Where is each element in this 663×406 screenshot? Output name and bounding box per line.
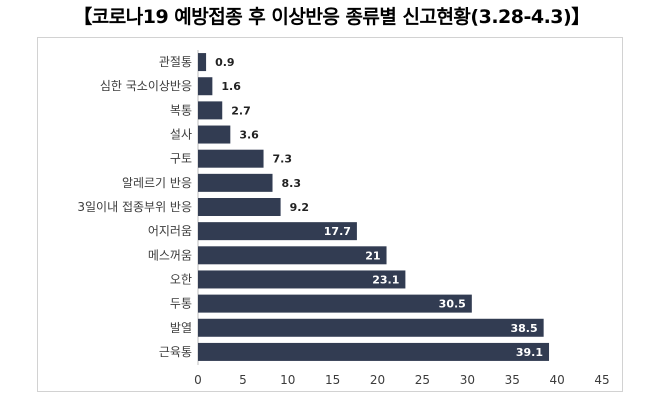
- data-label: 38.5: [511, 322, 538, 335]
- data-label: 3.6: [239, 129, 259, 142]
- x-tick-label: 10: [280, 373, 295, 387]
- bar: [198, 173, 273, 192]
- bar: [198, 222, 357, 241]
- data-label: 30.5: [439, 298, 466, 311]
- category-label: 구토: [170, 152, 192, 166]
- category-label: 3일이내 접종부위 반응: [77, 200, 192, 214]
- category-label: 근육통: [159, 345, 192, 359]
- data-label: 0.9: [215, 56, 235, 69]
- bar: [198, 294, 472, 313]
- x-tick-label: 40: [549, 373, 564, 387]
- x-tick-label: 5: [239, 373, 247, 387]
- category-label: 두통: [170, 297, 192, 311]
- chart-frame: [37, 37, 623, 392]
- bar: [198, 53, 207, 72]
- bar: [198, 149, 264, 168]
- bar: [198, 246, 387, 265]
- category-label: 발열: [170, 321, 192, 335]
- category-label: 메스꺼움: [148, 248, 192, 262]
- x-tick-label: 25: [415, 373, 430, 387]
- bar: [198, 101, 223, 120]
- data-label: 2.7: [231, 104, 251, 117]
- data-label: 9.2: [290, 201, 310, 214]
- data-label: 8.3: [282, 177, 302, 190]
- x-tick-label: 15: [325, 373, 340, 387]
- data-label: 7.3: [273, 153, 293, 166]
- data-label: 17.7: [324, 225, 351, 238]
- bar: [198, 270, 406, 289]
- bar: [198, 318, 544, 337]
- category-label: 복통: [170, 103, 192, 117]
- data-label: 39.1: [516, 346, 543, 359]
- category-label: 심한 국소이상반응: [100, 79, 192, 93]
- chart-title: 【코로나19 예방접종 후 이상반응 종류별 신고현황(3.28-4.3)】: [73, 6, 590, 28]
- x-tick-label: 0: [194, 373, 202, 387]
- bar: [198, 125, 231, 144]
- x-tick-label: 45: [594, 373, 609, 387]
- data-label: 21: [365, 249, 380, 262]
- data-label: 23.1: [372, 273, 399, 286]
- bar: [198, 198, 281, 216]
- category-label: 설사: [170, 128, 192, 142]
- x-tick-label: 30: [460, 373, 475, 387]
- category-label: 어지러움: [148, 224, 192, 238]
- x-tick-label: 35: [505, 373, 520, 387]
- category-label: 알레르기 반응: [122, 176, 192, 190]
- category-label: 관절통: [159, 55, 192, 69]
- bar: [198, 342, 550, 361]
- category-label: 오한: [170, 272, 192, 286]
- x-tick-label: 20: [370, 373, 385, 387]
- bar: [198, 77, 213, 96]
- data-label: 1.6: [221, 80, 241, 93]
